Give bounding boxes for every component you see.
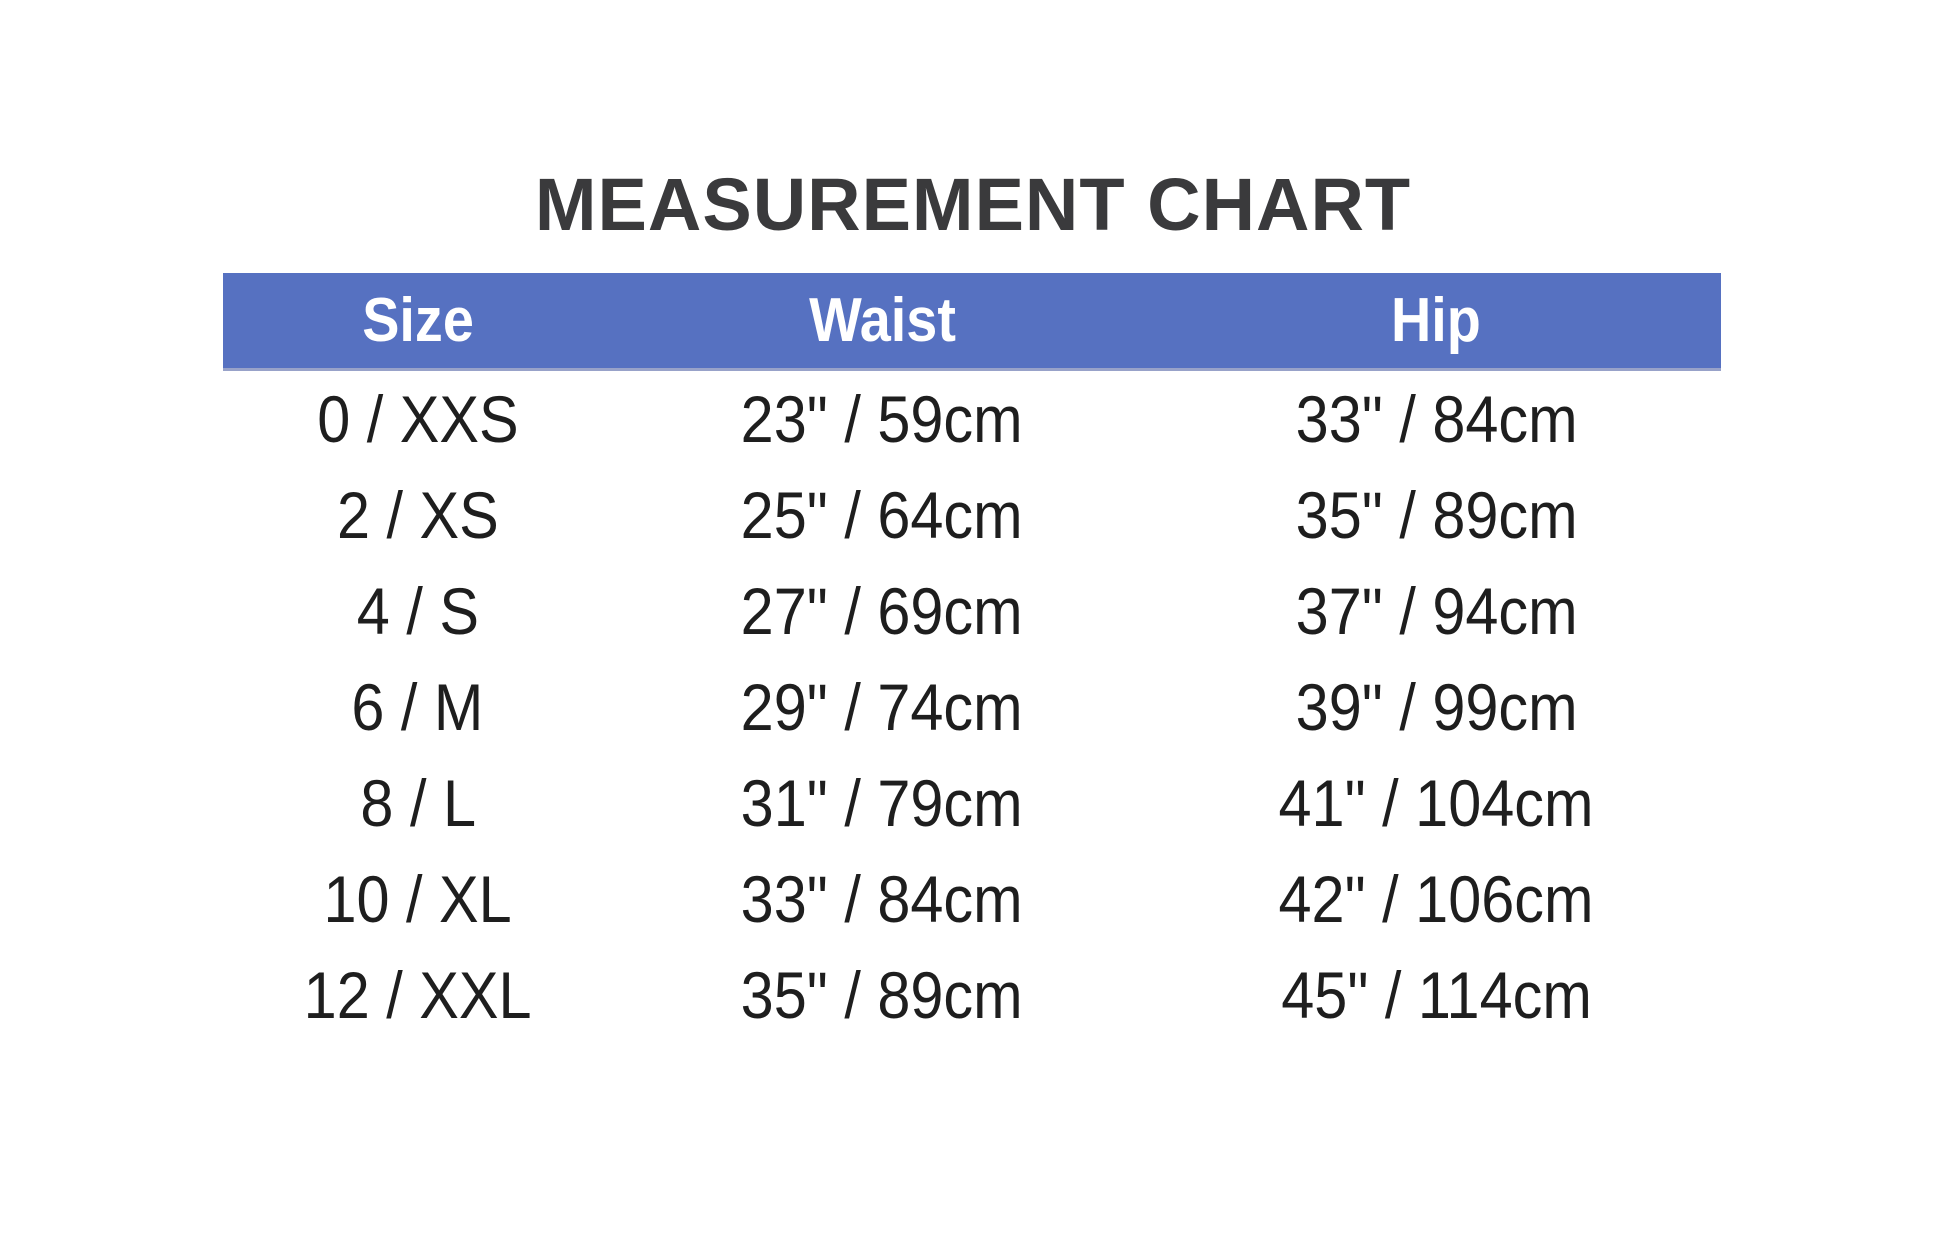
cell-text: 27" / 69cm: [741, 574, 1024, 648]
hip-cell: 35" / 89cm: [1152, 477, 1721, 553]
table-row: 0 / XXS 23" / 59cm 33" / 84cm: [223, 371, 1721, 467]
column-header-hip: Hip: [1152, 285, 1721, 356]
cell-text: 4 / S: [356, 574, 479, 648]
hip-cell: 39" / 99cm: [1152, 669, 1721, 745]
table-row: 8 / L 31" / 79cm 41" / 104cm: [223, 755, 1721, 851]
waist-cell: 27" / 69cm: [612, 573, 1151, 649]
cell-text: 39" / 99cm: [1295, 670, 1578, 744]
table-row: 4 / S 27" / 69cm 37" / 94cm: [223, 563, 1721, 659]
hip-cell: 37" / 94cm: [1152, 573, 1721, 649]
column-header-size-label: Size: [361, 286, 474, 355]
cell-text: 23" / 59cm: [741, 382, 1024, 456]
cell-text: 29" / 74cm: [741, 670, 1024, 744]
hip-cell: 41" / 104cm: [1152, 765, 1721, 841]
cell-text: 33" / 84cm: [741, 862, 1024, 936]
column-header-waist-label: Waist: [808, 286, 956, 355]
hip-cell: 33" / 84cm: [1152, 381, 1721, 457]
column-header-size: Size: [223, 285, 612, 356]
column-header-hip-label: Hip: [1391, 286, 1482, 355]
size-cell: 0 / XXS: [223, 381, 612, 457]
cell-text: 45" / 114cm: [1281, 958, 1592, 1032]
cell-text: 42" / 106cm: [1278, 862, 1594, 936]
cell-text: 25" / 64cm: [741, 478, 1024, 552]
waist-cell: 29" / 74cm: [612, 669, 1151, 745]
cell-text: 35" / 89cm: [1295, 478, 1578, 552]
cell-text: 12 / XXL: [303, 958, 532, 1032]
table-body: 0 / XXS 23" / 59cm 33" / 84cm 2 / XS 25" / 6…: [223, 371, 1721, 1043]
cell-text: 31" / 79cm: [741, 766, 1024, 840]
size-cell: 4 / S: [223, 573, 612, 649]
cell-text: 6 / M: [351, 670, 484, 744]
size-cell: 6 / M: [223, 669, 612, 745]
waist-cell: 33" / 84cm: [612, 861, 1151, 937]
size-cell: 10 / XL: [223, 861, 612, 937]
page-title: MEASUREMENT CHART: [534, 163, 1412, 246]
hip-cell: 42" / 106cm: [1152, 861, 1721, 937]
cell-text: 33" / 84cm: [1295, 382, 1578, 456]
table-header-row: Size Waist Hip: [223, 273, 1721, 371]
waist-cell: 31" / 79cm: [612, 765, 1151, 841]
size-cell: 2 / XS: [223, 477, 612, 553]
cell-text: 2 / XS: [336, 478, 499, 552]
waist-cell: 23" / 59cm: [612, 381, 1151, 457]
size-cell: 12 / XXL: [223, 957, 612, 1033]
waist-cell: 35" / 89cm: [612, 957, 1151, 1033]
cell-text: 10 / XL: [323, 862, 512, 936]
cell-text: 37" / 94cm: [1295, 574, 1578, 648]
size-cell: 8 / L: [223, 765, 612, 841]
cell-text: 8 / L: [359, 766, 476, 840]
table-row: 10 / XL 33" / 84cm 42" / 106cm: [223, 851, 1721, 947]
column-header-waist: Waist: [612, 285, 1151, 356]
hip-cell: 45" / 114cm: [1152, 957, 1721, 1033]
cell-text: 35" / 89cm: [741, 958, 1024, 1032]
table-row: 12 / XXL 35" / 89cm 45" / 114cm: [223, 947, 1721, 1043]
table-row: 6 / M 29" / 74cm 39" / 99cm: [223, 659, 1721, 755]
cell-text: 41" / 104cm: [1278, 766, 1594, 840]
waist-cell: 25" / 64cm: [612, 477, 1151, 553]
measurement-table: Size Waist Hip 0 / XXS 23" / 59cm 33" / 84…: [223, 273, 1721, 1043]
table-row: 2 / XS 25" / 64cm 35" / 89cm: [223, 467, 1721, 563]
cell-text: 0 / XXS: [317, 382, 519, 456]
